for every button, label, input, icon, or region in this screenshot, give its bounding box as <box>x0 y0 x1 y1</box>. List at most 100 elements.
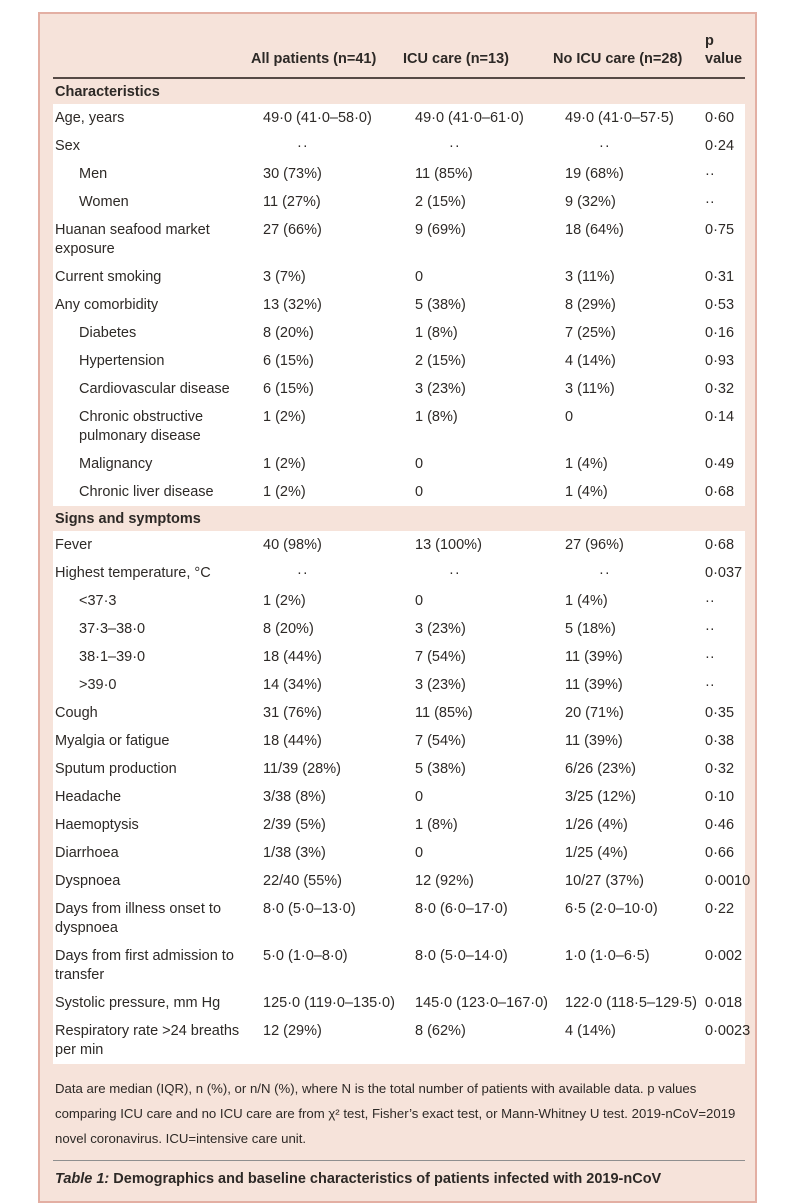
table-row: Dyspnoea 22/40 (55%) 12 (92%) 10/27 (37%) 0·… <box>53 867 750 895</box>
table-caption-text: Demographics and baseline characteristic… <box>113 1171 662 1187</box>
cell-value: 8 (29%) <box>553 291 699 319</box>
cell-p-value: 0·68 <box>699 478 745 506</box>
cell-value: 0 <box>403 450 553 478</box>
cell-value: 27 (66%) <box>251 216 403 263</box>
cell-p-value: 0·018 <box>699 989 745 1017</box>
row-label: Diabetes <box>53 319 251 347</box>
cell-p-value: 0·0023 <box>699 1017 750 1064</box>
cell-value: 11 (85%) <box>403 160 553 188</box>
table-row: 38·1–39·0 18 (44%) 7 (54%) 11 (39%) ·· <box>53 643 745 671</box>
cell-value: 3/38 (8%) <box>251 783 403 811</box>
cell-p-value: ·· <box>699 671 745 699</box>
cell-value: 6·5 (2·0–10·0) <box>553 895 699 942</box>
cell-value: 145·0 (123·0–167·0) <box>403 989 553 1017</box>
cell-value: 11 (39%) <box>553 671 699 699</box>
cell-p-value: ·· <box>699 615 745 643</box>
table-row: Headache 3/38 (8%) 0 3/25 (12%) 0·10 <box>53 783 745 811</box>
cell-value: 0 <box>553 403 699 450</box>
row-label: Highest temperature, °C <box>53 559 251 587</box>
cell-value: 125·0 (119·0–135·0) <box>251 989 403 1017</box>
cell-value: 3 (11%) <box>553 375 699 403</box>
row-label: Malignancy <box>53 450 251 478</box>
cell-value: 1 (8%) <box>403 811 553 839</box>
cell-value: 0 <box>403 839 553 867</box>
row-label: Current smoking <box>53 263 251 291</box>
cell-p-value: ·· <box>699 643 745 671</box>
cell-value: 40 (98%) <box>251 531 403 559</box>
cell-p-value: 0·22 <box>699 895 745 942</box>
row-label: Sputum production <box>53 755 251 783</box>
cell-value: 5 (38%) <box>403 755 553 783</box>
cell-value: 1/25 (4%) <box>553 839 699 867</box>
table-row: <37·3 1 (2%) 0 1 (4%) ·· <box>53 587 745 615</box>
cell-value: 6 (15%) <box>251 347 403 375</box>
cell-value: 3 (23%) <box>403 671 553 699</box>
table-row: Cough 31 (76%) 11 (85%) 20 (71%) 0·35 <box>53 699 745 727</box>
table-row: Malignancy 1 (2%) 0 1 (4%) 0·49 <box>53 450 745 478</box>
cell-value: 8 (20%) <box>251 615 403 643</box>
row-label: Myalgia or fatigue <box>53 727 251 755</box>
column-header-p-value: p value <box>699 20 745 79</box>
cell-value: 12 (29%) <box>251 1017 403 1064</box>
cell-value: 18 (64%) <box>553 216 699 263</box>
cell-value: 122·0 (118·5–129·5) <box>553 989 699 1017</box>
row-label: Days from illness onset to dyspnoea <box>53 895 251 942</box>
row-label: Dyspnoea <box>53 867 251 895</box>
table-row: Chronic obstructive pulmonary disease 1 (… <box>53 403 745 450</box>
column-header-no-icu-care: No ICU care (n=28) <box>553 20 699 79</box>
table-row: >39·0 14 (34%) 3 (23%) 11 (39%) ·· <box>53 671 745 699</box>
cell-value: 5·0 (1·0–8·0) <box>251 942 403 989</box>
cell-value: 18 (44%) <box>251 643 403 671</box>
column-header-icu-care: ICU care (n=13) <box>403 20 553 79</box>
cell-value: 0 <box>403 783 553 811</box>
cell-value: 12 (92%) <box>403 867 553 895</box>
table-body: Characteristics Age, years 49·0 (41·0–58·0… <box>53 78 750 1064</box>
cell-p-value: 0·002 <box>699 942 745 989</box>
cell-value: 4 (14%) <box>553 347 699 375</box>
cell-value: 8 (62%) <box>403 1017 553 1064</box>
table-row: Haemoptysis 2/39 (5%) 1 (8%) 1/26 (4%) 0·46 <box>53 811 745 839</box>
cell-value: 1 (4%) <box>553 478 699 506</box>
row-label: Chronic liver disease <box>53 478 251 506</box>
cell-value: ·· <box>403 559 553 587</box>
cell-value: 2/39 (5%) <box>251 811 403 839</box>
section-title: Signs and symptoms <box>53 506 745 531</box>
row-label: <37·3 <box>53 587 251 615</box>
cell-value: 27 (96%) <box>553 531 699 559</box>
cell-value: 4 (14%) <box>553 1017 699 1064</box>
table-row: Myalgia or fatigue 18 (44%) 7 (54%) 11 (39%… <box>53 727 745 755</box>
section-header-row: Signs and symptoms <box>53 506 745 531</box>
cell-p-value: ·· <box>699 188 745 216</box>
table-row: Sputum production 11/39 (28%) 5 (38%) 6/26 … <box>53 755 745 783</box>
cell-value: 7 (54%) <box>403 643 553 671</box>
cell-value: 1·0 (1·0–6·5) <box>553 942 699 989</box>
table-row: Hypertension 6 (15%) 2 (15%) 4 (14%) 0·93 <box>53 347 745 375</box>
cell-value: 9 (32%) <box>553 188 699 216</box>
row-label: Sex <box>53 132 251 160</box>
cell-value: 19 (68%) <box>553 160 699 188</box>
demographics-table: All patients (n=41) ICU care (n=13) No I… <box>53 20 750 1064</box>
cell-value: 8·0 (6·0–17·0) <box>403 895 553 942</box>
cell-value: 0 <box>403 263 553 291</box>
cell-value: 3/25 (12%) <box>553 783 699 811</box>
cell-value: 1 (2%) <box>251 403 403 450</box>
cell-value: 6 (15%) <box>251 375 403 403</box>
cell-value: 11 (27%) <box>251 188 403 216</box>
cell-value: 13 (32%) <box>251 291 403 319</box>
cell-value: 20 (71%) <box>553 699 699 727</box>
row-label: Systolic pressure, mm Hg <box>53 989 251 1017</box>
cell-value: 2 (15%) <box>403 188 553 216</box>
cell-value: 10/27 (37%) <box>553 867 699 895</box>
cell-value: 1 (8%) <box>403 319 553 347</box>
row-label: Huanan seafood market exposure <box>53 216 251 263</box>
section-header-row: Characteristics <box>53 78 745 104</box>
table-row: Systolic pressure, mm Hg 125·0 (119·0–135… <box>53 989 745 1017</box>
cell-value: 7 (25%) <box>553 319 699 347</box>
cell-p-value: 0·60 <box>699 104 745 132</box>
row-label: >39·0 <box>53 671 251 699</box>
row-label: Cardiovascular disease <box>53 375 251 403</box>
cell-value: 13 (100%) <box>403 531 553 559</box>
cell-value: ·· <box>553 559 699 587</box>
table-row: Fever 40 (98%) 13 (100%) 27 (96%) 0·68 <box>53 531 745 559</box>
cell-value: 1/26 (4%) <box>553 811 699 839</box>
